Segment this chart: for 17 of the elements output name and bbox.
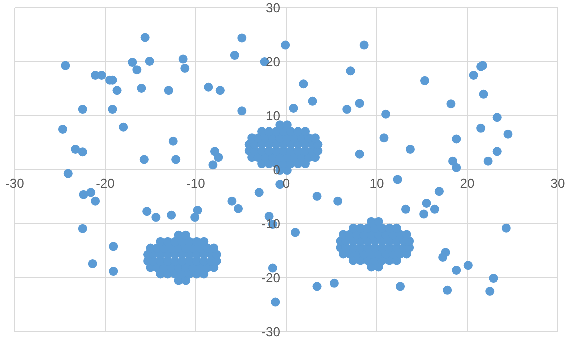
point — [282, 120, 292, 130]
x-tick-label: 0 — [282, 176, 290, 191]
point — [200, 237, 209, 246]
x-tick-label: -30 — [6, 176, 24, 191]
y-tick-label: -30 — [262, 324, 280, 340]
y-tick-label: -20 — [262, 270, 280, 286]
point — [301, 127, 310, 136]
x-tick-label: 30 — [550, 176, 566, 191]
x-tick-label: 10 — [370, 176, 384, 191]
point — [392, 224, 402, 233]
x-tick-label: -20 — [96, 176, 115, 191]
point — [374, 217, 384, 226]
y-tick-label: 10 — [266, 108, 280, 124]
y-tick-label: 30 — [266, 0, 280, 16]
x-tick-label: -10 — [186, 176, 206, 191]
point — [182, 230, 191, 240]
x-tick-label: 20 — [460, 176, 475, 191]
